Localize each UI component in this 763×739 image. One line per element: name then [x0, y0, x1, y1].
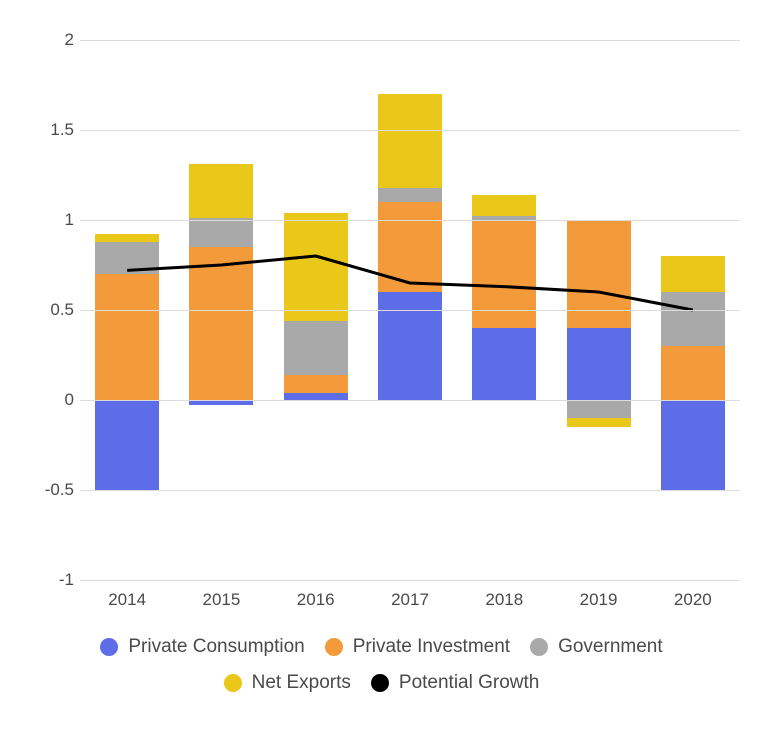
gridline: [80, 220, 740, 221]
legend-label: Potential Growth: [399, 672, 539, 694]
y-tick-label: 1: [30, 210, 74, 230]
x-tick-label: 2015: [203, 590, 241, 610]
bar-segment-private_investment: [95, 274, 159, 400]
bar-segment-private_consumption: [661, 400, 725, 490]
gridline: [80, 490, 740, 491]
legend-item-private_investment: Private Investment: [325, 636, 510, 658]
legend-row: Net Exports Potential Growth: [0, 672, 763, 694]
bar-segment-net_exports: [95, 234, 159, 241]
bar-segment-private_investment: [378, 202, 442, 292]
x-tick-label: 2018: [485, 590, 523, 610]
y-tick-label: 1.5: [30, 120, 74, 140]
gridline: [80, 400, 740, 401]
bar-segment-net_exports: [661, 256, 725, 292]
bar-segment-government: [567, 400, 631, 418]
y-tick-label: 0.5: [30, 300, 74, 320]
bar-segment-government: [189, 218, 253, 247]
x-tick-label: 2020: [674, 590, 712, 610]
bar-segment-net_exports: [284, 213, 348, 321]
bar-segment-net_exports: [472, 195, 536, 217]
bar-segment-private_consumption: [472, 328, 536, 400]
legend-label: Government: [558, 636, 663, 658]
legend-swatch-private_investment: [325, 638, 343, 656]
bar-segment-private_investment: [661, 346, 725, 400]
legend-swatch-government: [530, 638, 548, 656]
chart-container: -1 -0.5 0 0.5 1 1.5 2 2014 2015 2016 2017 2018 2019 2…: [30, 20, 750, 620]
y-tick-label: -0.5: [30, 480, 74, 500]
bar-segment-private_consumption: [284, 393, 348, 400]
bar-segment-private_investment: [189, 247, 253, 400]
legend: Private Consumption Private Investment Gov…: [0, 636, 763, 708]
legend-item-net_exports: Net Exports: [224, 672, 351, 694]
legend-label: Net Exports: [252, 672, 351, 694]
bar-segment-government: [378, 188, 442, 202]
x-tick-label: 2019: [580, 590, 618, 610]
bar-segment-private_consumption: [567, 328, 631, 400]
gridline: [80, 40, 740, 41]
gridline: [80, 130, 740, 131]
bar-segment-net_exports: [567, 418, 631, 427]
legend-label: Private Consumption: [128, 636, 304, 658]
y-tick-label: 2: [30, 30, 74, 50]
x-tick-label: 2017: [391, 590, 429, 610]
legend-swatch-potential_growth: [371, 674, 389, 692]
bar-segment-private_investment: [472, 220, 536, 328]
legend-item-potential_growth: Potential Growth: [371, 672, 539, 694]
gridline: [80, 310, 740, 311]
bar-segment-net_exports: [378, 94, 442, 188]
bar-segment-private_consumption: [95, 400, 159, 490]
bar-segment-private_investment: [567, 220, 631, 328]
bar-segment-government: [95, 242, 159, 274]
gridline: [80, 580, 740, 581]
bar-segment-net_exports: [189, 164, 253, 218]
legend-swatch-private_consumption: [100, 638, 118, 656]
bar-segment-private_consumption: [378, 292, 442, 400]
bar-segment-government: [661, 292, 725, 346]
legend-swatch-net_exports: [224, 674, 242, 692]
legend-label: Private Investment: [353, 636, 510, 658]
x-tick-label: 2014: [108, 590, 146, 610]
bar-segment-private_investment: [284, 375, 348, 393]
legend-item-government: Government: [530, 636, 663, 658]
y-tick-label: 0: [30, 390, 74, 410]
bar-segment-government: [284, 321, 348, 375]
legend-item-private_consumption: Private Consumption: [100, 636, 304, 658]
legend-row: Private Consumption Private Investment Gov…: [0, 636, 763, 658]
x-tick-label: 2016: [297, 590, 335, 610]
y-tick-label: -1: [30, 570, 74, 590]
